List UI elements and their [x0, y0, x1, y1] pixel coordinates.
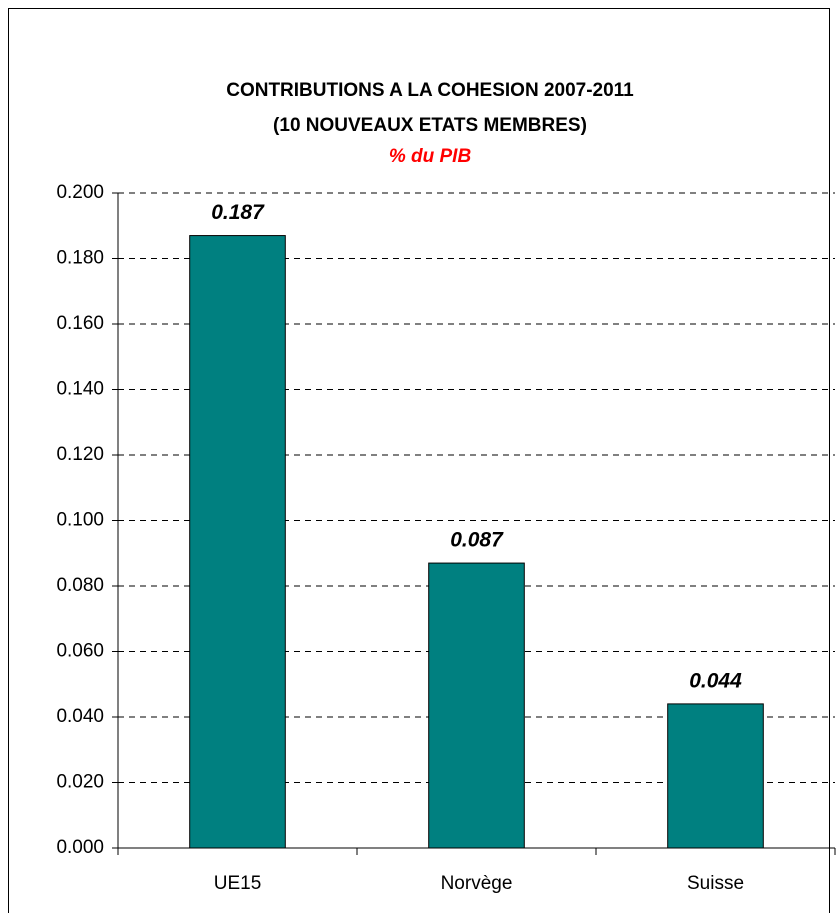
data-label: 0.087 [450, 529, 504, 552]
y-tick-label: 0.080 [56, 575, 104, 596]
y-tick-label: 0.100 [56, 510, 104, 531]
y-tick-label: 0.020 [56, 772, 104, 793]
y-tick-label: 0.180 [56, 248, 104, 269]
data-label: 0.044 [689, 669, 742, 692]
y-tick-label: 0.140 [56, 379, 104, 400]
data-label: 0.187 [211, 201, 265, 224]
bar [428, 562, 525, 849]
y-tick-label: 0.000 [56, 837, 104, 858]
chart-frame [8, 8, 830, 913]
chart-title: CONTRIBUTIONS A LA COHESION 2007-2011 [226, 80, 634, 101]
y-tick-label: 0.120 [56, 444, 104, 465]
chart-subtitle: % du PIB [389, 146, 472, 167]
x-tick-label: Norvège [441, 873, 513, 894]
chart-title: (10 NOUVEAUX ETATS MEMBRES) [273, 115, 587, 136]
y-tick-label: 0.160 [56, 313, 104, 334]
y-tick-label: 0.040 [56, 706, 104, 727]
bar [189, 235, 286, 849]
y-tick-label: 0.200 [56, 182, 104, 203]
x-tick-label: UE15 [214, 873, 262, 894]
y-tick-label: 0.060 [56, 641, 104, 662]
bar [667, 703, 764, 849]
x-tick-label: Suisse [687, 873, 744, 894]
